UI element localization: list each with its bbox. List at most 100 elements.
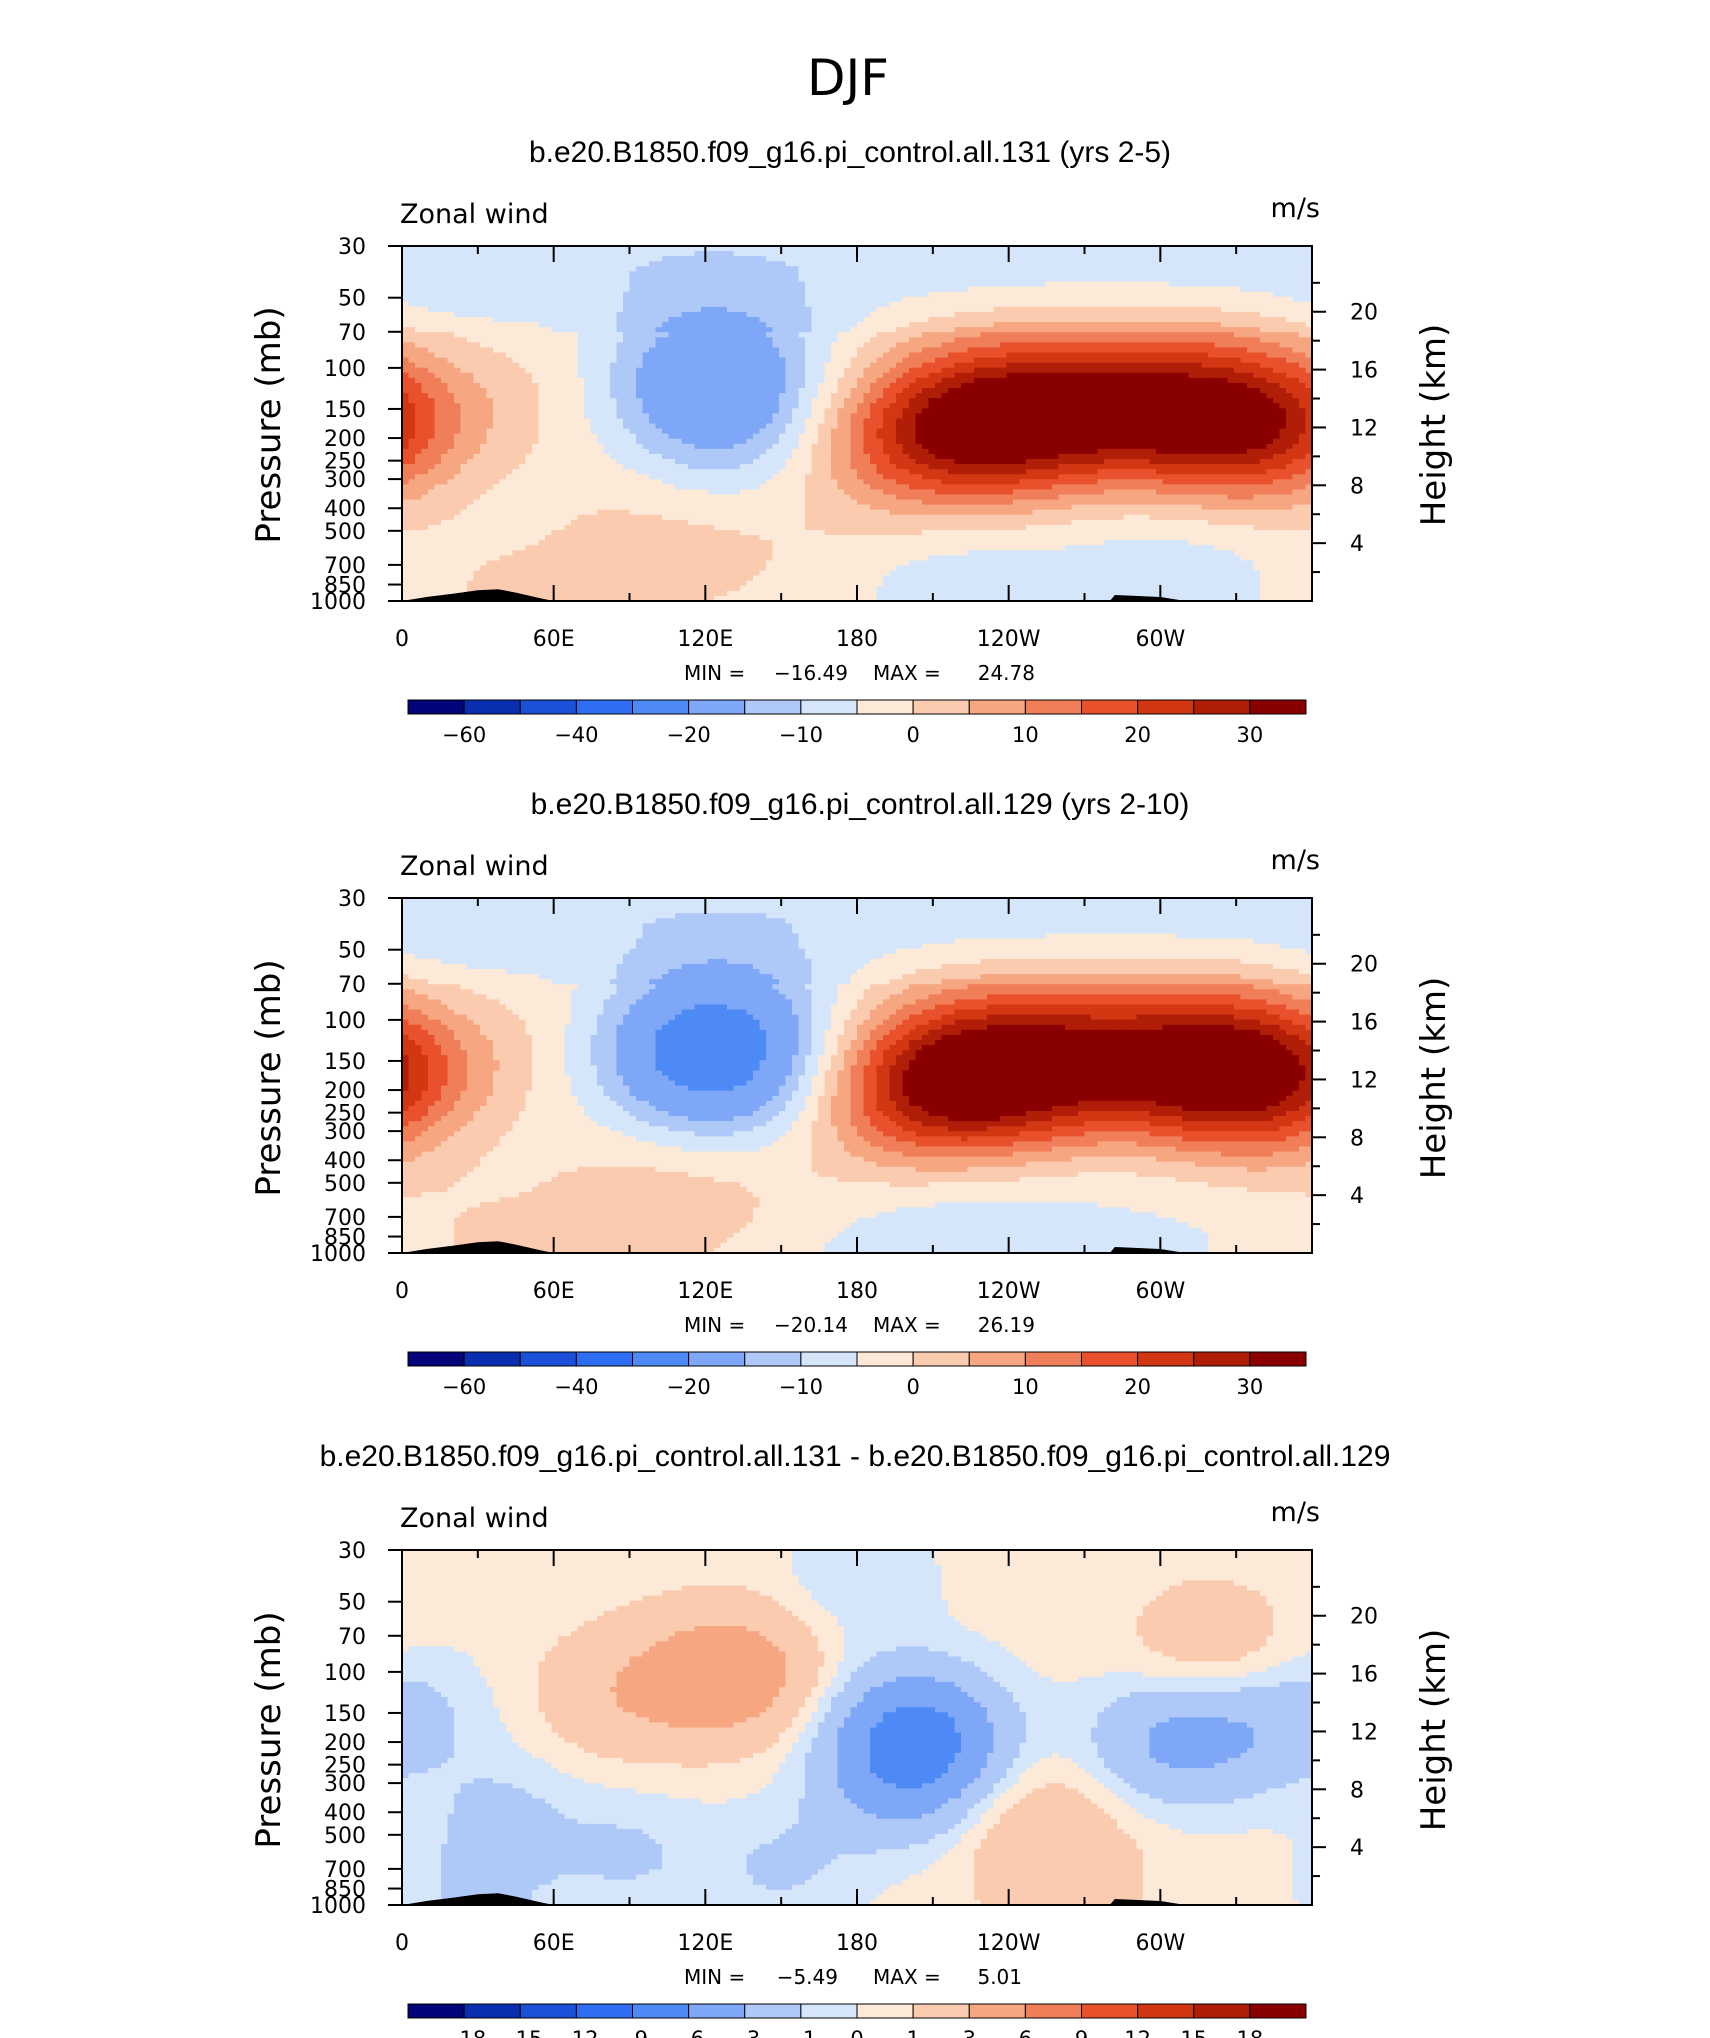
contour-cell — [1058, 327, 1066, 333]
contour-cell — [798, 322, 806, 328]
contour-cell — [1058, 266, 1066, 272]
contour-cell — [1221, 382, 1229, 389]
contour-cell — [928, 337, 936, 343]
contour-cell — [428, 246, 436, 252]
contour-cell — [402, 301, 410, 308]
contour-cell — [909, 357, 917, 364]
contour-cell — [454, 322, 462, 328]
contour-cell — [1260, 332, 1268, 338]
contour-cell — [1000, 306, 1008, 313]
contour-cell — [447, 388, 455, 394]
contour-cell — [571, 398, 579, 404]
contour-cell — [623, 347, 631, 354]
contour-cell — [1000, 388, 1008, 394]
contour-cell — [1052, 327, 1060, 333]
contour-cell — [1045, 388, 1053, 394]
contour-cell — [454, 296, 462, 303]
contour-cell — [870, 266, 878, 272]
contour-cell — [499, 342, 507, 349]
contour-cell — [408, 413, 416, 420]
contour-cell — [707, 327, 715, 333]
contour-cell — [1169, 393, 1177, 399]
contour-cell — [844, 357, 852, 364]
contour-cell — [928, 393, 936, 399]
contour-cell — [584, 423, 592, 430]
contour-cell — [857, 408, 865, 414]
contour-cell — [1032, 327, 1040, 333]
contour-cell — [447, 251, 455, 257]
contour-cell — [759, 403, 767, 409]
contour-cell — [1214, 382, 1222, 389]
contour-cell — [987, 332, 995, 338]
contour-cell — [740, 291, 748, 298]
contour-cell — [1162, 246, 1170, 252]
contour-cell — [727, 251, 735, 257]
contour-cell — [636, 352, 644, 359]
contour-cell — [532, 291, 540, 298]
contour-cell — [441, 337, 449, 343]
contour-cell — [967, 327, 975, 333]
contour-cell — [428, 261, 436, 267]
contour-cell — [603, 281, 611, 288]
contour-cell — [818, 347, 826, 354]
contour-cell — [915, 276, 923, 283]
contour-cell — [1260, 306, 1268, 313]
contour-cell — [571, 352, 579, 359]
contour-cell — [1286, 327, 1294, 333]
contour-cell — [993, 367, 1001, 374]
contour-cell — [909, 403, 917, 409]
contour-cell — [454, 276, 462, 283]
contour-cell — [863, 276, 871, 283]
contour-cell — [1052, 296, 1060, 303]
contour-cell — [1201, 413, 1209, 420]
contour-cell — [1097, 266, 1105, 272]
contour-cell — [902, 271, 910, 278]
contour-cell — [1286, 296, 1294, 303]
contour-cell — [603, 256, 611, 262]
contour-cell — [811, 388, 819, 394]
contour-cell — [1188, 286, 1196, 293]
contour-cell — [1260, 398, 1268, 404]
contour-cell — [623, 317, 631, 323]
contour-cell — [1136, 266, 1144, 272]
contour-cell — [1240, 322, 1248, 328]
contour-cell — [850, 347, 858, 354]
contour-cell — [980, 296, 988, 303]
contour-cell — [1169, 266, 1177, 272]
contour-cell — [434, 291, 442, 298]
contour-cell — [954, 281, 962, 288]
contour-cell — [421, 301, 429, 308]
contour-cell — [1130, 418, 1138, 425]
contour-cell — [883, 296, 891, 303]
contour-cell — [889, 296, 897, 303]
contour-cell — [402, 291, 410, 298]
contour-cell — [1305, 281, 1312, 288]
contour-cell — [818, 403, 826, 409]
contour-cell — [688, 408, 696, 414]
contour-cell — [506, 327, 514, 333]
contour-cell — [415, 388, 423, 394]
contour-cell — [714, 311, 722, 318]
contour-cell — [642, 332, 650, 338]
contour-cell — [928, 327, 936, 333]
contour-cell — [811, 261, 819, 267]
contour-cell — [1208, 296, 1216, 303]
contour-cell — [720, 332, 728, 338]
contour-cell — [1214, 357, 1222, 364]
contour-cell — [681, 347, 689, 354]
contour-cell — [1078, 301, 1086, 308]
contour-cell — [980, 342, 988, 349]
contour-cell — [688, 347, 696, 354]
contour-cell — [714, 377, 722, 384]
contour-cell — [1227, 342, 1235, 349]
contour-cell — [883, 332, 891, 338]
contour-cell — [460, 337, 468, 343]
contour-cell — [590, 403, 598, 409]
contour-cell — [1084, 271, 1092, 278]
contour-cell — [675, 256, 683, 262]
contour-cell — [701, 382, 709, 389]
contour-cell — [681, 393, 689, 399]
contour-cell — [1260, 317, 1268, 323]
contour-cell — [551, 322, 559, 328]
contour-cell — [785, 266, 793, 272]
